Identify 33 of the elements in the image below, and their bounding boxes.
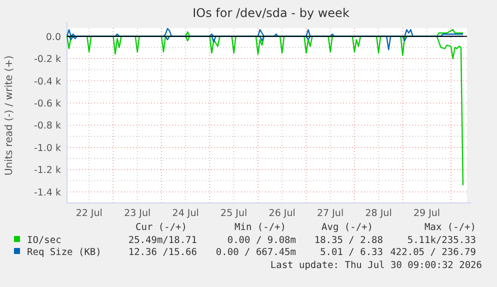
- text: 18.35 / 2.88: [314, 235, 384, 246]
- x-tick-label: 27 Jul: [317, 208, 344, 219]
- x-tick-label: 23 Jul: [124, 208, 151, 219]
- chart-title: IOs for /dev/sda - by week: [192, 6, 350, 20]
- y-tick-label: -1.0 k: [34, 142, 62, 154]
- text: Cur (-/+): [136, 222, 187, 233]
- y-tick-label: -0.6 k: [34, 98, 62, 110]
- text: 422.05 / 236.79: [390, 247, 476, 258]
- text: 5.01 / 6.33: [320, 247, 383, 258]
- legend-label: IO/sec: [27, 235, 62, 246]
- text: Max (-/+): [424, 222, 476, 233]
- x-tick-label: 28 Jul: [365, 208, 392, 219]
- y-tick-label: -0.2 k: [34, 54, 62, 66]
- y-tick-label: 0.0: [46, 32, 61, 43]
- text: Last update: Thu Jul 30 09:00:32 2026: [270, 260, 482, 271]
- x-tick-label: 24 Jul: [172, 208, 199, 219]
- x-tick-label: 26 Jul: [268, 208, 296, 219]
- y-tick-label: -0.8 k: [34, 120, 62, 132]
- text: 25.49m/18.71: [128, 235, 198, 246]
- y-tick-label: -1.2 k: [34, 165, 62, 176]
- y-tick-label: -0.4 k: [34, 76, 62, 88]
- text: 12.36 /15.66: [128, 247, 198, 258]
- y-axis-title: Units read (-) / write (+): [4, 55, 15, 176]
- text: Avg (-/+): [322, 222, 373, 233]
- text: 5.11k/235.33: [407, 235, 476, 246]
- legend-label: Req Size (KB): [27, 247, 102, 258]
- x-tick-label: 22 Jul: [76, 208, 102, 219]
- text: 0.00 / 667.45m: [216, 247, 296, 258]
- text: 0.00 / 9.08m: [227, 235, 296, 246]
- x-tick-label: 29 Jul: [414, 208, 440, 219]
- y-tick-label: -1.4 k: [34, 187, 62, 198]
- x-tick-label: 25 Jul: [220, 208, 248, 219]
- text: Min (-/+): [234, 222, 286, 233]
